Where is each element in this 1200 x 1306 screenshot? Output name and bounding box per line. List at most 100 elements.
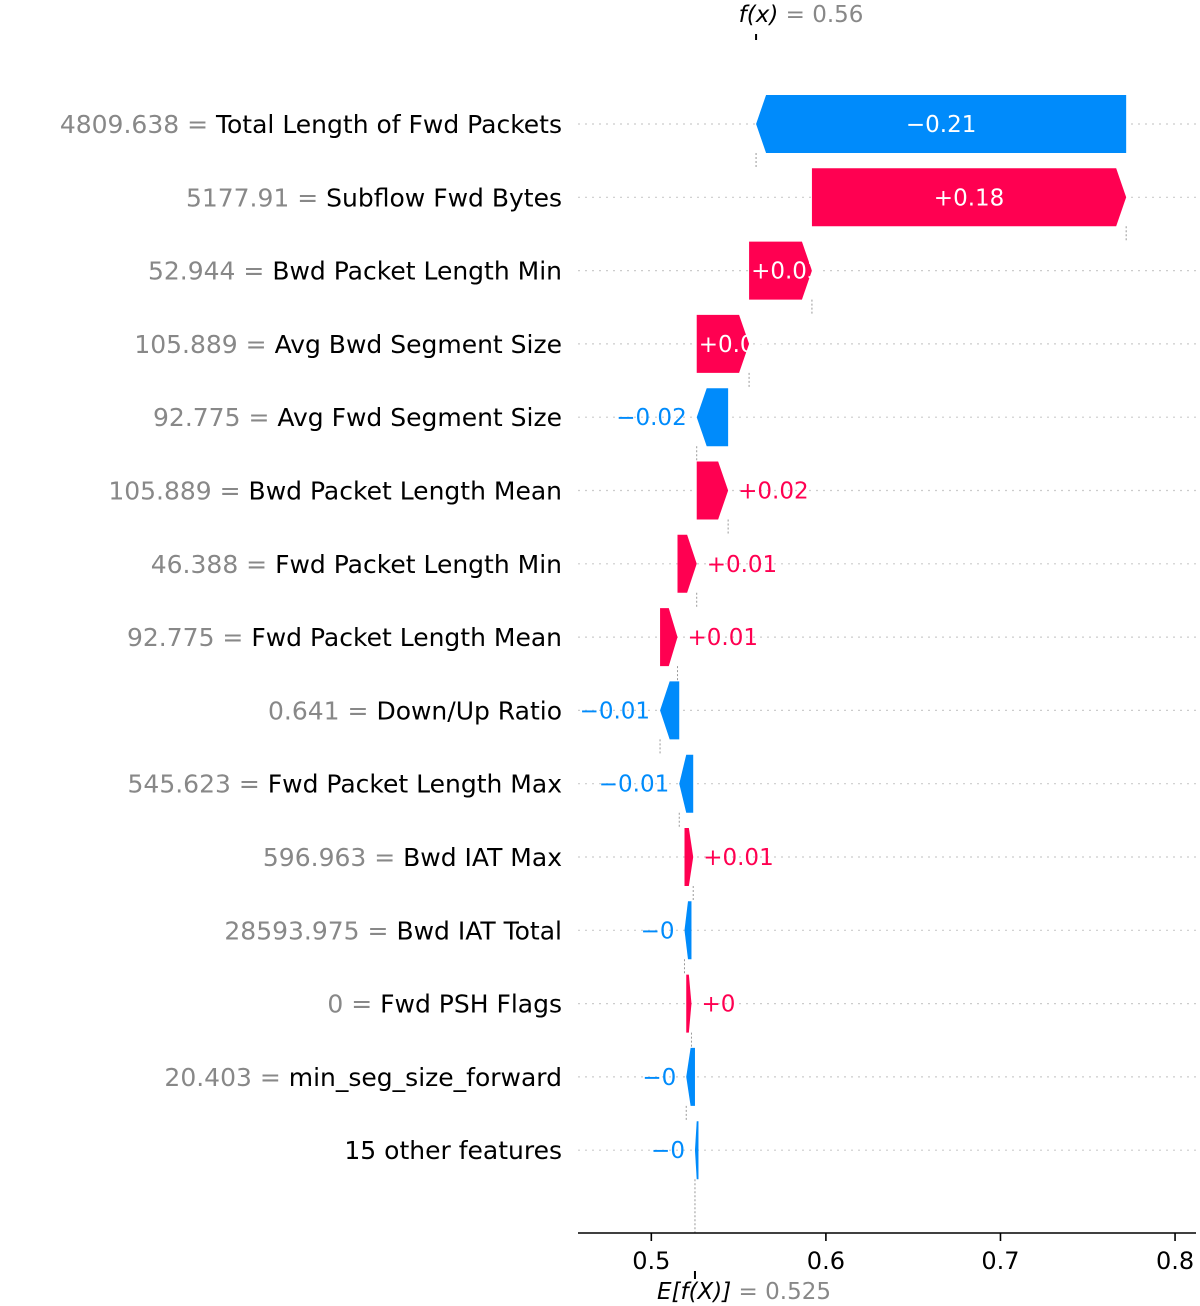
feature-label: 0 = Fwd PSH Flags <box>327 990 562 1019</box>
contribution-value-label: +0.01 <box>703 845 773 871</box>
feature-label: 52.944 = Bwd Packet Length Min <box>148 257 562 286</box>
feature-equals: = <box>235 257 272 286</box>
feature-name: min_seg_size_forward <box>289 1063 562 1092</box>
base-value-annotation: E[f(X)] = 0.525 <box>657 1279 831 1305</box>
feature-value: 92.775 <box>153 403 240 432</box>
reference-lines <box>659 34 1127 1233</box>
feature-equals: = <box>231 770 268 799</box>
feature-equals: = <box>238 330 275 359</box>
feature-value: 46.388 <box>151 550 238 579</box>
contribution-value-label: −0.21 <box>906 112 976 138</box>
contribution-value-label: −0 <box>651 1138 685 1164</box>
contribution-value-label: +0.03 <box>751 259 821 285</box>
feature-name: 15 other features <box>344 1136 562 1165</box>
feature-label: 5177.91 = Subflow Fwd Bytes <box>186 183 562 212</box>
feature-value: 4809.638 <box>60 110 179 139</box>
negative-contribution-bar <box>684 901 692 960</box>
positive-contribution-bar <box>696 461 729 520</box>
feature-label: 20.403 = min_seg_size_forward <box>164 1063 562 1092</box>
positive-contribution-bar <box>677 534 697 593</box>
contribution-value-label: −0 <box>642 1065 676 1091</box>
negative-contribution-bar <box>660 681 680 740</box>
feature-equals: = <box>179 110 216 139</box>
positive-contribution-bar <box>686 974 692 1033</box>
ex-value: 0.525 <box>765 1279 831 1305</box>
feature-value: 92.775 <box>127 623 214 652</box>
feature-name: Total Length of Fwd Packets <box>215 110 562 139</box>
contribution-value-label: +0.02 <box>738 479 808 505</box>
feature-name: Fwd Packet Length Mean <box>251 623 562 652</box>
feature-name: Fwd Packet Length Min <box>275 550 562 579</box>
negative-contribution-bar <box>686 1047 695 1106</box>
positive-contribution-bar <box>811 168 1127 227</box>
x-tick-label: 0.5 <box>632 1247 670 1275</box>
feature-name: Bwd IAT Total <box>396 916 562 945</box>
feature-equals: = <box>360 916 397 945</box>
fx-equals: = <box>778 2 812 28</box>
feature-name: Bwd Packet Length Min <box>272 257 562 286</box>
negative-contribution-bar <box>694 1121 699 1180</box>
feature-label: 596.963 = Bwd IAT Max <box>263 843 562 872</box>
feature-label: 105.889 = Avg Bwd Segment Size <box>134 330 562 359</box>
feature-label: 46.388 = Fwd Packet Length Min <box>151 550 562 579</box>
ex-equals: = <box>731 1279 765 1305</box>
feature-value: 545.623 <box>128 770 231 799</box>
negative-contribution-bar <box>756 95 1127 153</box>
feature-name: Fwd PSH Flags <box>380 990 562 1019</box>
x-tick-label: 0.7 <box>981 1247 1019 1275</box>
ex-label: E[f(X)] <box>657 1279 731 1305</box>
feature-equals: = <box>214 623 251 652</box>
feature-name: Avg Bwd Segment Size <box>275 330 562 359</box>
contribution-value-label: −0.02 <box>616 405 686 431</box>
feature-value: 0 <box>327 990 343 1019</box>
feature-equals: = <box>366 843 403 872</box>
feature-equals: = <box>340 696 377 725</box>
contribution-value-label: −0 <box>641 918 675 944</box>
positive-contribution-bar <box>696 314 750 373</box>
row-gridlines <box>578 123 1196 1151</box>
feature-value: 20.403 <box>164 1063 251 1092</box>
feature-name: Fwd Packet Length Max <box>268 770 562 799</box>
feature-equals: = <box>343 990 380 1019</box>
feature-label: 545.623 = Fwd Packet Length Max <box>128 770 562 799</box>
feature-label: 0.641 = Down/Up Ratio <box>268 696 562 725</box>
contribution-value-label: +0.01 <box>707 552 777 578</box>
fx-value: 0.56 <box>812 2 863 28</box>
feature-value: 105.889 <box>134 330 237 359</box>
feature-equals: = <box>289 183 326 212</box>
x-tick-label: 0.8 <box>1156 1247 1194 1275</box>
contribution-value-label: +0.01 <box>688 625 758 651</box>
contribution-value-label: −0.01 <box>599 772 669 798</box>
negative-contribution-bar <box>679 754 694 813</box>
feature-name: Avg Fwd Segment Size <box>277 403 562 432</box>
feature-equals: = <box>212 477 249 506</box>
contribution-bars <box>660 95 1127 1180</box>
feature-value: 5177.91 <box>186 183 289 212</box>
feature-value: 596.963 <box>263 843 366 872</box>
feature-label: 4809.638 = Total Length of Fwd Packets <box>60 110 562 139</box>
contribution-value-label: +0.18 <box>934 185 1004 211</box>
feature-value: 0.641 <box>268 696 340 725</box>
negative-contribution-bar <box>696 388 729 447</box>
feature-name: Down/Up Ratio <box>376 696 562 725</box>
feature-label: 15 other features <box>344 1136 562 1165</box>
feature-value: 105.889 <box>108 477 211 506</box>
positive-contribution-bar <box>660 608 678 667</box>
feature-label: 105.889 = Bwd Packet Length Mean <box>108 477 562 506</box>
fx-label: f(x) <box>739 2 779 28</box>
feature-label: 92.775 = Avg Fwd Segment Size <box>153 403 562 432</box>
x-tick-label: 0.6 <box>807 1247 845 1275</box>
feature-value: 28593.975 <box>224 916 359 945</box>
feature-label: 28593.975 = Bwd IAT Total <box>224 916 562 945</box>
contribution-value-label: +0 <box>701 992 735 1018</box>
feature-name: Subflow Fwd Bytes <box>326 183 562 212</box>
x-axis: 0.5 0.6 0.7 0.8 <box>578 1232 1196 1279</box>
feature-equals: = <box>241 403 278 432</box>
feature-name: Bwd IAT Max <box>403 843 562 872</box>
positive-contribution-bar <box>749 241 812 300</box>
contribution-value-label: −0.01 <box>580 698 650 724</box>
feature-value: 52.944 <box>148 257 235 286</box>
feature-equals: = <box>252 1063 289 1092</box>
feature-labels: 4809.638 = Total Length of Fwd Packets −0… <box>60 110 1004 1165</box>
